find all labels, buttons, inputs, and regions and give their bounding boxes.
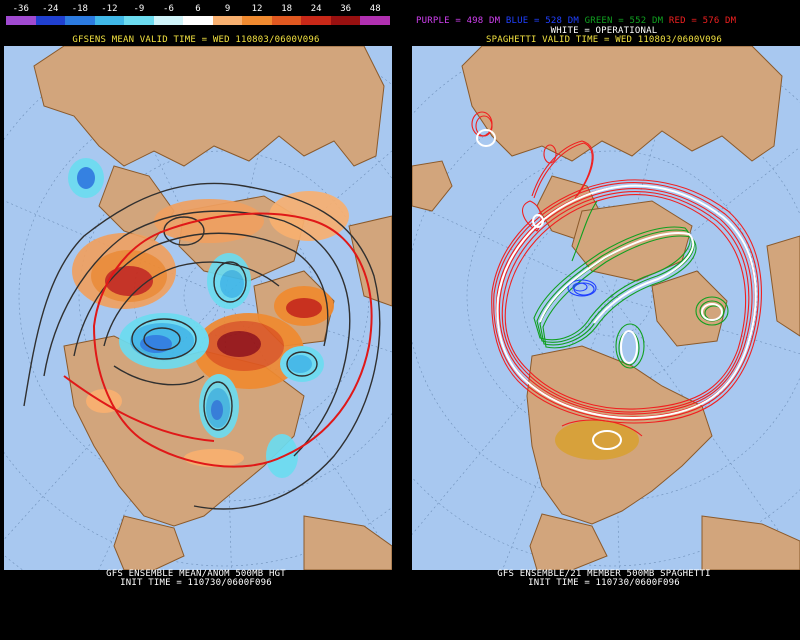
scale-tick-label: -36 — [12, 4, 29, 14]
576-contour-south — [63, 375, 215, 442]
scale-tick-label: -12 — [101, 4, 118, 14]
anomaly-color-scale: -36 -24 -18 -12 -9 -6 6 9 12 18 24 36 48 — [6, 4, 390, 26]
legend-red: RED = 576 DM — [668, 16, 737, 26]
scale-tick-label: 24 — [310, 4, 322, 14]
scale-swatch — [35, 16, 66, 25]
scale-tick-label: -24 — [42, 4, 59, 14]
spaghetti-panel-title: SPAGHETTI VALID TIME = WED 110803/0600V0… — [486, 35, 722, 45]
spaghetti-footer-line2: INIT TIME = 110730/0600F096 — [528, 578, 680, 588]
legend-blue: BLUE = 528 DM — [505, 16, 579, 26]
scale-tick-label: 12 — [251, 4, 263, 14]
scale-tick-label: 36 — [340, 4, 352, 14]
legend-white: WHITE = OPERATIONAL — [550, 26, 658, 36]
ensemble-mean-map — [4, 46, 392, 570]
scale-swatch — [212, 16, 243, 25]
scale-tick-label: 48 — [369, 4, 381, 14]
scale-swatch — [183, 16, 213, 25]
scale-swatches — [6, 16, 390, 25]
operational-contours — [476, 129, 757, 450]
scale-swatch — [330, 16, 361, 25]
scale-swatch — [360, 16, 390, 25]
scale-tick-label: 6 — [195, 4, 201, 14]
height-contours — [23, 182, 381, 510]
mean-map-svg — [4, 46, 392, 570]
scale-swatch — [301, 16, 331, 25]
legend-purple: PURPLE = 498 DM — [416, 16, 501, 26]
ensemble-mean-panel: -36 -24 -18 -12 -9 -6 6 9 12 18 24 36 48 GFSENS MEAN… — [0, 0, 392, 640]
blue-528-spaghetti — [567, 279, 597, 297]
mean-footer-line1: GFS ENSEMBLE MEAN/ANOM 500MB HGT — [106, 569, 286, 579]
spaghetti-footer-line1: GFS ENSEMBLE/21 MEMBER 500MB SPAGHETTI — [497, 569, 711, 579]
legend-green: GREEN = 552 DM — [584, 16, 664, 26]
red-576-spaghetti-extra — [471, 111, 643, 437]
spaghetti-map — [412, 46, 800, 570]
scale-swatch — [124, 16, 154, 25]
spaghetti-panel: PURPLE = 498 DM BLUE = 528 DM GREEN = 55… — [408, 0, 800, 640]
scale-tick-label: -6 — [163, 4, 174, 14]
scale-swatch — [271, 16, 302, 25]
scale-swatch — [94, 16, 125, 25]
scale-tick-label: 9 — [224, 4, 231, 14]
scale-tick-label: 18 — [281, 4, 293, 14]
spaghetti-map-svg — [412, 46, 800, 570]
scale-tick-label: -18 — [71, 4, 88, 14]
scale-swatch — [153, 16, 184, 25]
scale-swatch — [65, 16, 95, 25]
scale-swatch — [6, 16, 36, 25]
576-contour — [92, 212, 373, 468]
mean-panel-title: GFSENS MEAN VALID TIME = WED 110803/0600… — [72, 35, 320, 45]
scale-swatch — [242, 16, 272, 25]
ensemble-spread-shading — [555, 420, 639, 460]
anomaly-shading — [68, 158, 349, 478]
scale-tick-label: -9 — [133, 4, 145, 14]
mean-footer-line2: INIT TIME = 110730/0600F096 — [120, 578, 272, 588]
